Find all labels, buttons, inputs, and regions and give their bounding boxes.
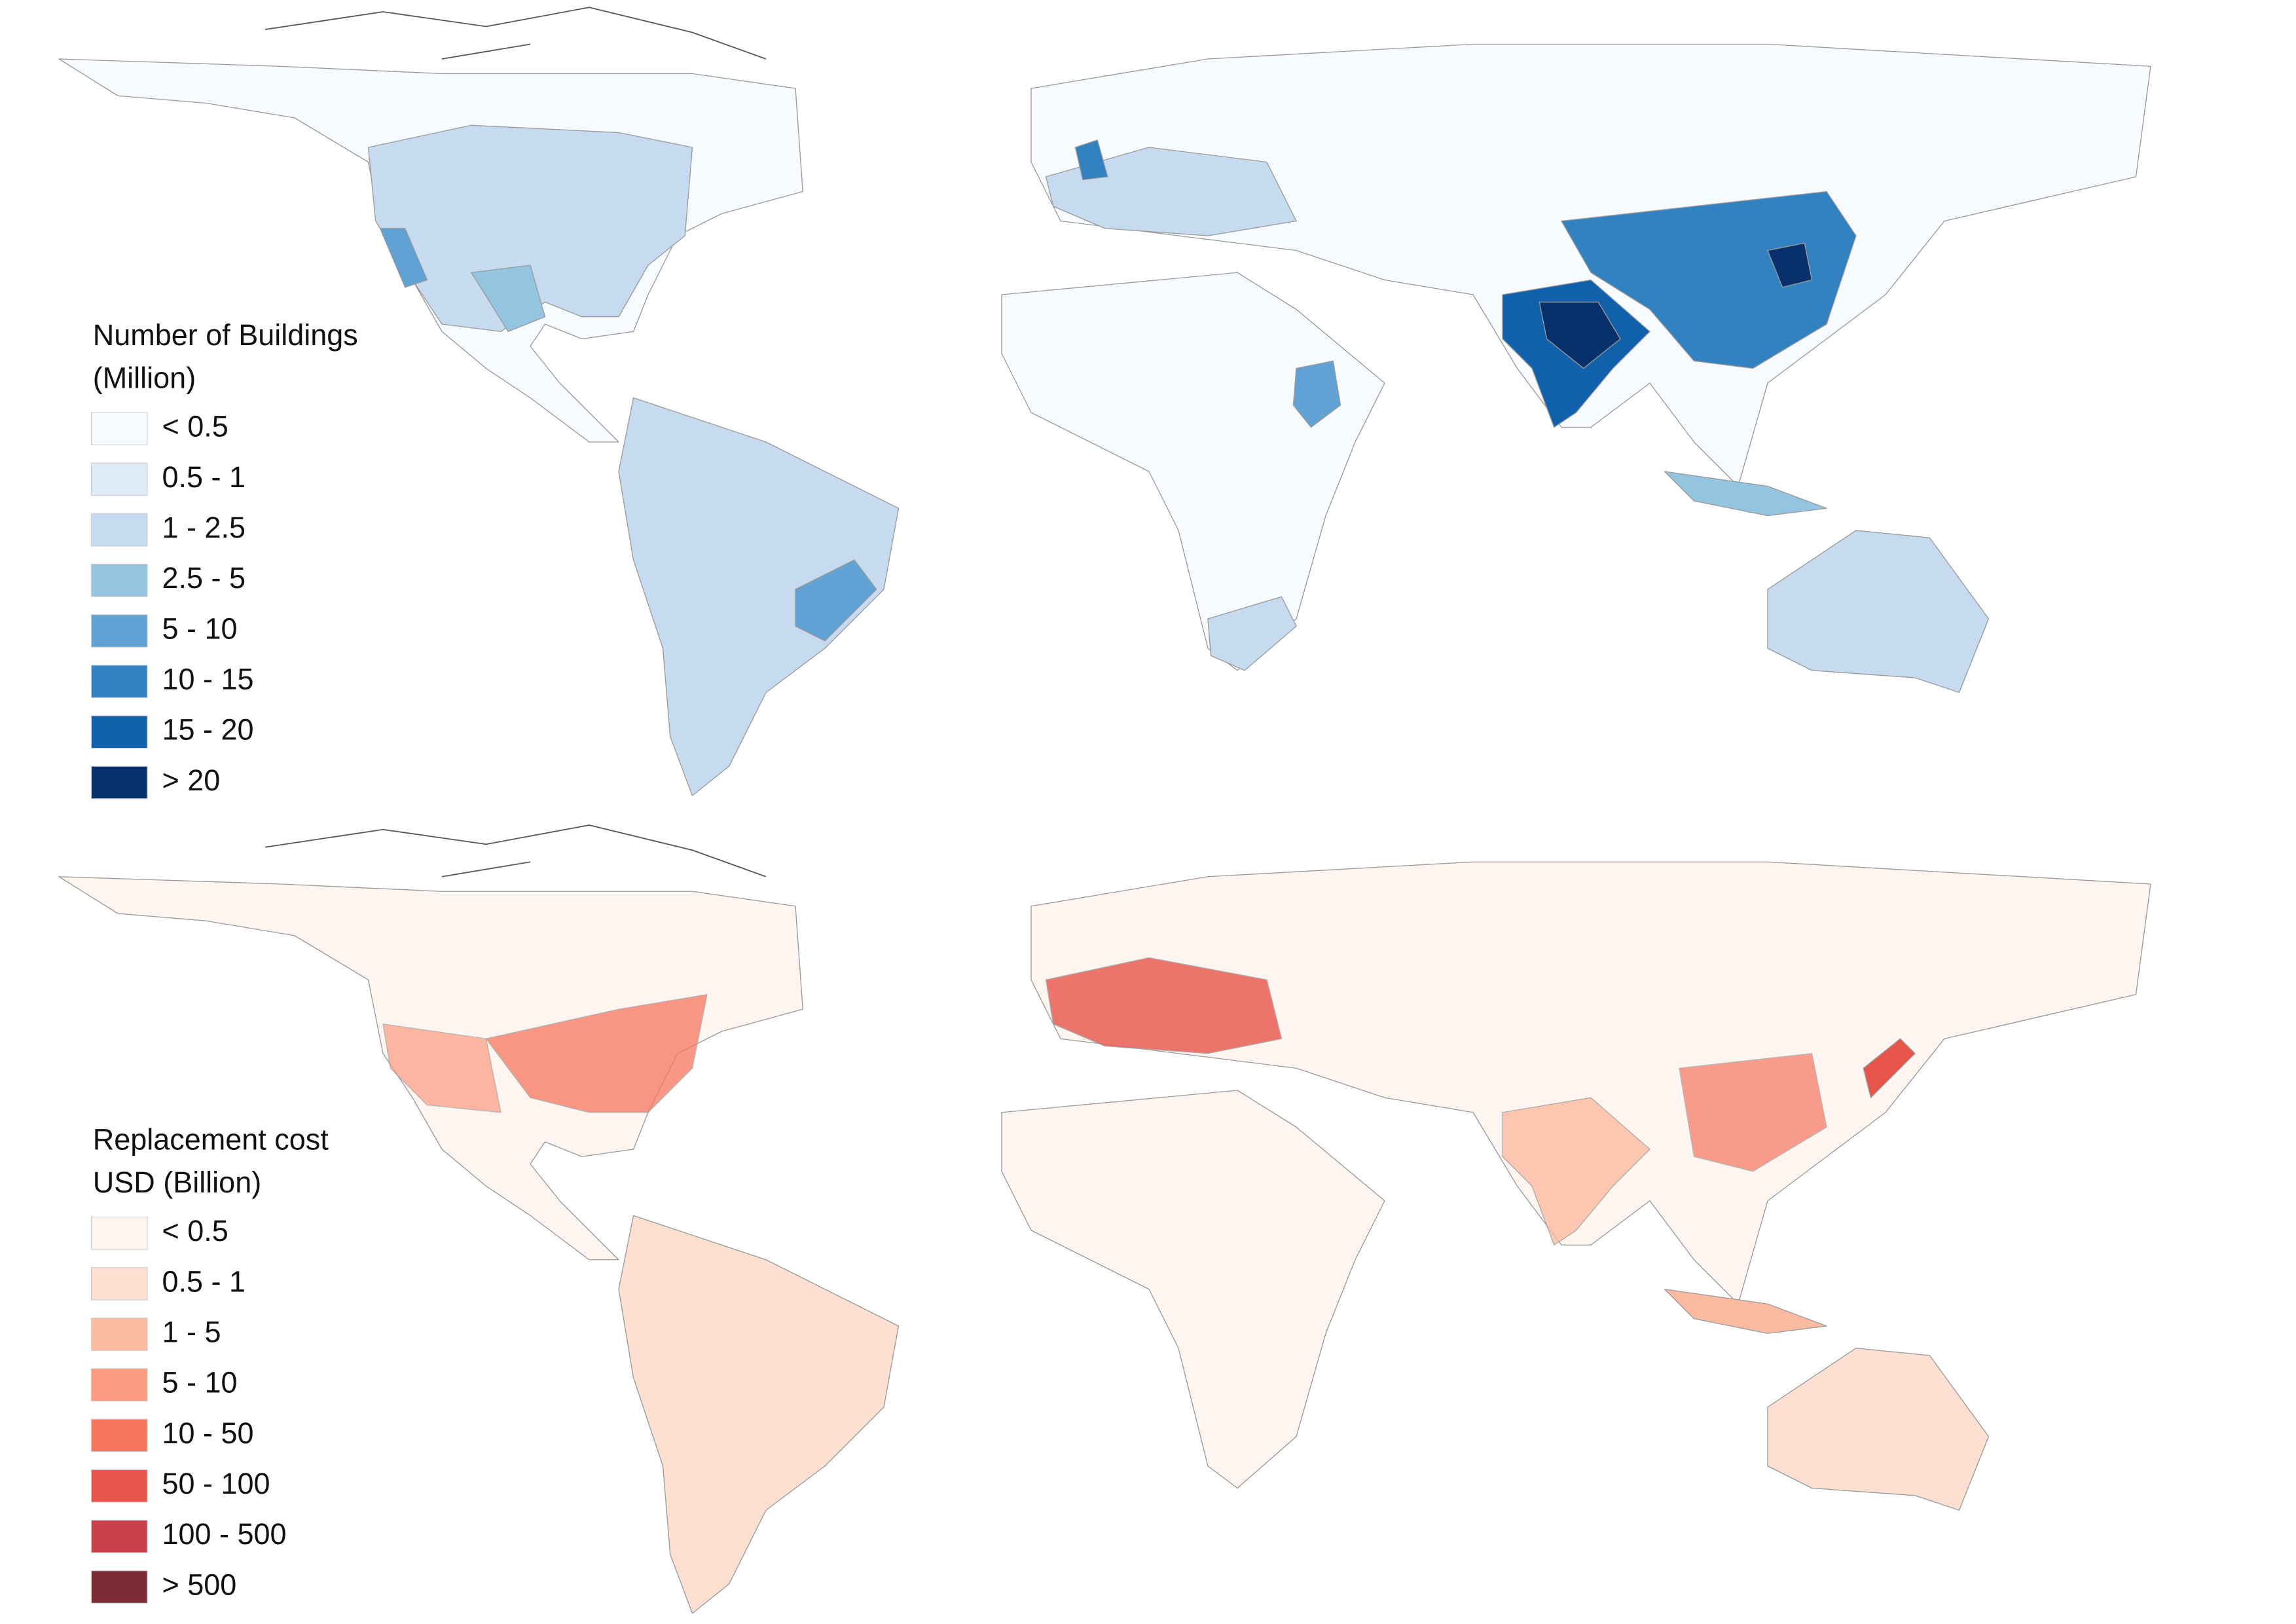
legend-label: 5 - 10 <box>162 1366 237 1399</box>
us-east <box>485 994 708 1113</box>
africa <box>1001 272 1385 671</box>
legend-label: 2.5 - 5 <box>162 561 246 595</box>
europe <box>1045 957 1283 1054</box>
africa <box>1001 1090 1385 1489</box>
southern-africa <box>1207 596 1297 671</box>
legend-swatch <box>90 1469 148 1503</box>
cost-map <box>58 824 2151 1614</box>
australia <box>1767 530 1990 693</box>
legend-label: 0.5 - 1 <box>162 1264 246 1298</box>
legend-label: 50 - 100 <box>162 1467 270 1500</box>
japan <box>1863 1038 1916 1098</box>
eurasia <box>1030 861 2151 1304</box>
legend-label: 1 - 2.5 <box>162 511 246 544</box>
legend-label: 10 - 50 <box>162 1416 253 1450</box>
legend-label: < 0.5 <box>162 410 228 443</box>
legend-label: 1 - 5 <box>162 1315 221 1348</box>
legend-title: Replacement cost <box>93 1123 329 1156</box>
east-africa <box>1292 360 1341 428</box>
legend-swatch <box>90 715 148 749</box>
legend-swatch <box>90 1267 148 1301</box>
legend-title: (Million) <box>93 361 196 394</box>
legend-title: Number of Buildings <box>93 318 358 352</box>
legend-swatch <box>90 665 148 698</box>
legend-swatch <box>90 1570 148 1604</box>
legend-label: 5 - 10 <box>162 612 237 645</box>
legend-label: > 20 <box>162 764 220 797</box>
legend-swatch <box>90 1418 148 1452</box>
east-asia <box>1679 1053 1827 1172</box>
texas <box>471 265 546 332</box>
legend-title: USD (Billion) <box>93 1166 261 1199</box>
legend-label: > 500 <box>162 1568 236 1601</box>
south-america <box>618 397 900 796</box>
legend-swatch <box>90 614 148 648</box>
legend-swatch <box>90 1216 148 1250</box>
legends: Number of Buildings (Million) < 0.5 0.5 - 1… <box>90 318 358 1604</box>
legend-label: 15 - 20 <box>162 713 253 747</box>
legend-swatch <box>90 513 148 547</box>
india <box>1502 1097 1650 1246</box>
australia <box>1767 1348 1990 1511</box>
uk <box>1074 139 1108 181</box>
south-america <box>618 1215 900 1614</box>
us-west <box>382 1024 501 1113</box>
indonesia <box>1664 471 1827 517</box>
legend-label: 0.5 - 1 <box>162 460 246 494</box>
europe <box>1045 147 1297 236</box>
legend-swatch <box>90 563 148 597</box>
legend-swatch <box>90 1368 148 1402</box>
indonesia <box>1664 1289 1827 1334</box>
legend-swatch <box>90 1519 148 1553</box>
brazil-southeast <box>795 559 877 642</box>
china-east <box>1767 242 1813 288</box>
buildings-map <box>58 7 2151 796</box>
legend-swatch <box>90 462 148 496</box>
legend-swatch <box>90 412 148 446</box>
legend-label: 10 - 15 <box>162 663 253 696</box>
china <box>1561 191 1857 369</box>
legend-swatch <box>90 1318 148 1351</box>
legend-swatch <box>90 766 148 800</box>
legend-label: < 0.5 <box>162 1214 228 1247</box>
california <box>379 228 428 288</box>
legend-label: 100 - 500 <box>162 1517 286 1551</box>
india-north <box>1539 301 1621 369</box>
